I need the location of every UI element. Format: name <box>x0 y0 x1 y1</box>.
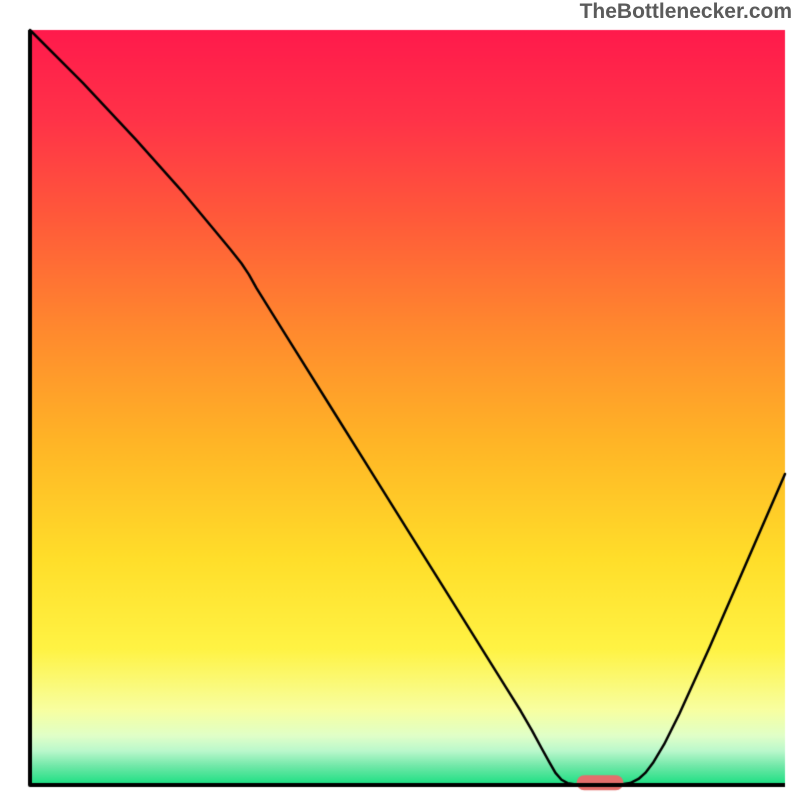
bottleneck-chart-canvas <box>0 0 800 800</box>
chart-container: TheBottlenecker.com <box>0 0 800 800</box>
